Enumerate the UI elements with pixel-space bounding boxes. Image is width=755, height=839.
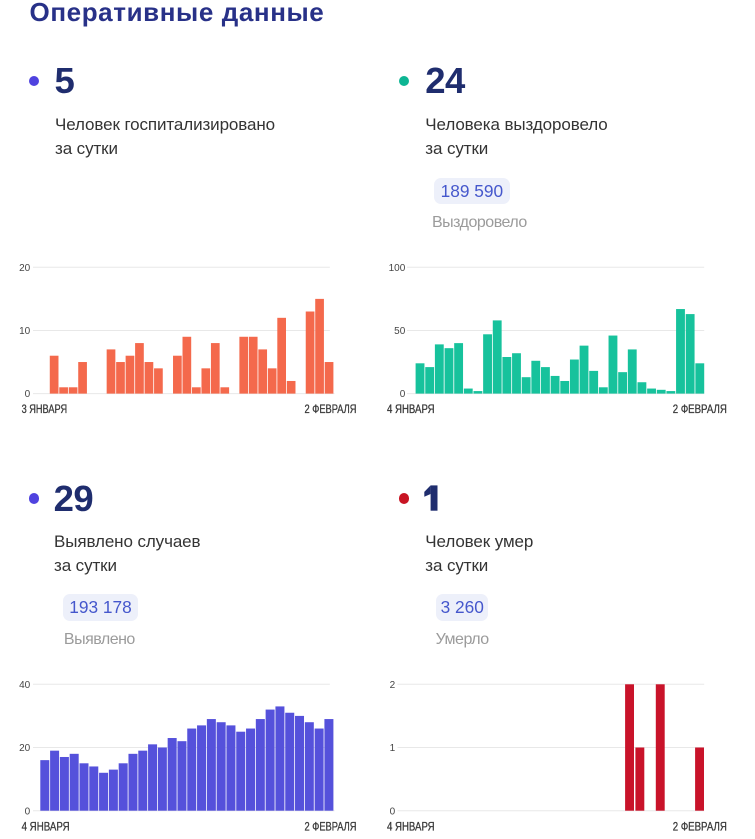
svg-text:4 ЯНВАРЯ: 4 ЯНВАРЯ (22, 821, 70, 833)
svg-text:0: 0 (25, 806, 31, 817)
svg-text:4 ЯНВАРЯ: 4 ЯНВАРЯ (387, 821, 435, 833)
svg-text:100: 100 (389, 263, 406, 274)
svg-text:2 ФЕВРАЛЯ: 2 ФЕВРАЛЯ (305, 821, 357, 833)
svg-text:2 ФЕВРАЛЯ: 2 ФЕВРАЛЯ (305, 404, 357, 416)
svg-text:10: 10 (19, 326, 31, 337)
svg-text:0: 0 (25, 389, 31, 400)
svg-text:0: 0 (390, 806, 396, 817)
svg-text:2: 2 (390, 680, 396, 691)
svg-text:0: 0 (400, 389, 406, 400)
svg-text:20: 20 (19, 743, 31, 754)
svg-text:50: 50 (394, 326, 406, 337)
svg-text:20: 20 (19, 263, 31, 274)
svg-text:4 ЯНВАРЯ: 4 ЯНВАРЯ (387, 404, 435, 416)
svg-text:2 ФЕВРАЛЯ: 2 ФЕВРАЛЯ (673, 404, 727, 416)
svg-text:2 ФЕВРАЛЯ: 2 ФЕВРАЛЯ (673, 821, 727, 833)
svg-text:40: 40 (19, 680, 31, 691)
svg-text:3 ЯНВАРЯ: 3 ЯНВАРЯ (22, 404, 68, 416)
svg-text:1: 1 (390, 743, 396, 754)
